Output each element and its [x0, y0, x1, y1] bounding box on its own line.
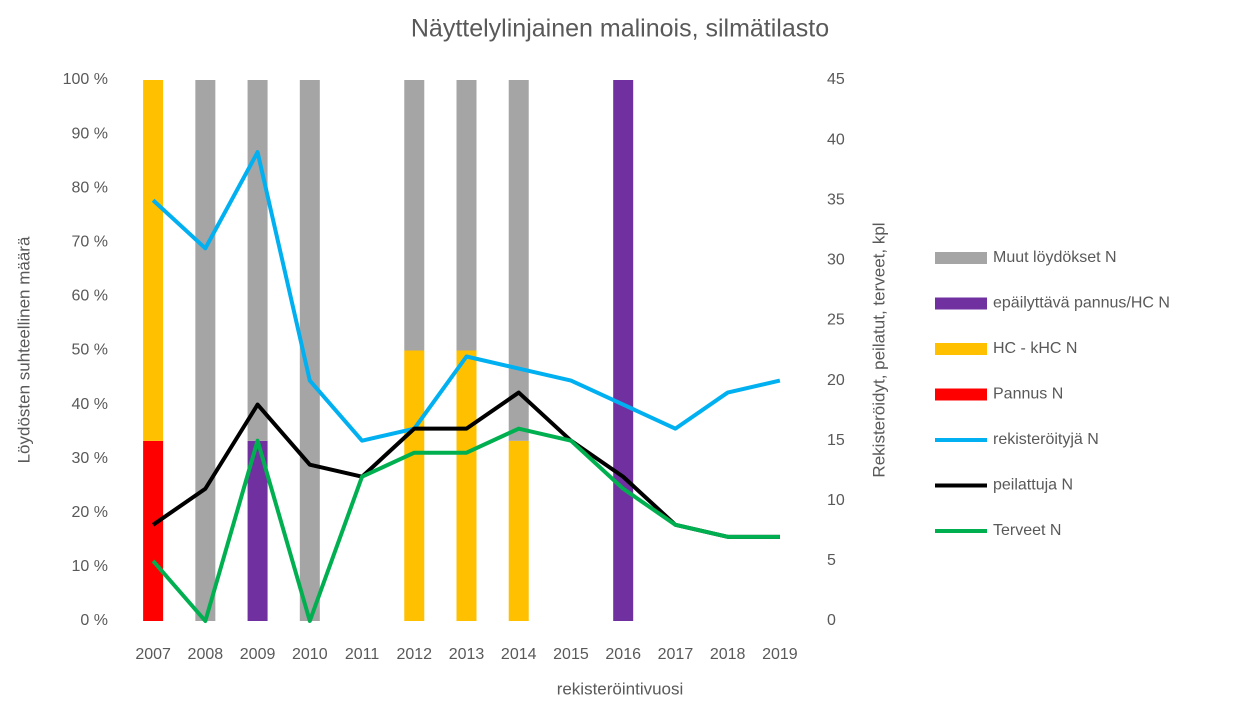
y-tick-label: 100 % [63, 71, 108, 88]
y-tick-label: 0 % [80, 612, 108, 629]
legend-swatch [935, 343, 987, 355]
x-tick-label: 2014 [501, 646, 537, 663]
y2-tick-label: 35 [827, 191, 845, 208]
y-tick-label: 10 % [72, 558, 108, 575]
bar [195, 80, 216, 621]
bar [508, 440, 529, 621]
x-tick-label: 2009 [240, 646, 276, 663]
bar [404, 350, 425, 621]
bar [613, 80, 634, 621]
bar [247, 440, 268, 621]
x-tick-label: 2015 [553, 646, 589, 663]
x-axis-title: rekisteröintivuosi [557, 679, 684, 698]
y2-tick-label: 30 [827, 252, 845, 269]
chart-title: Näyttelylinjainen malinois, silmätilasto [411, 15, 829, 43]
y2-tick-label: 45 [827, 71, 845, 88]
y2-tick-label: 5 [827, 552, 836, 569]
y-tick-label: 30 % [72, 450, 108, 467]
x-tick-label: 2019 [762, 646, 798, 663]
legend-label: epäilyttävä pannus/HC N [993, 295, 1170, 312]
legend-swatch [935, 252, 987, 264]
y2-tick-label: 25 [827, 312, 845, 329]
y2-axis-title: Rekisteröidyt, peilatut, terveet, kpl [869, 222, 888, 477]
x-tick-label: 2012 [396, 646, 432, 663]
legend-label: Muut löydökset N [993, 249, 1117, 266]
legend-label: HC - kHC N [993, 340, 1077, 357]
legend-label: rekisteröityjä N [993, 431, 1099, 448]
y-tick-label: 50 % [72, 342, 108, 359]
bar [456, 350, 477, 621]
y-tick-label: 20 % [72, 504, 108, 521]
legend-swatch [935, 297, 987, 310]
x-tick-label: 2017 [658, 646, 694, 663]
y2-tick-label: 40 [827, 131, 845, 148]
x-tick-label: 2010 [292, 646, 328, 663]
x-tick-label: 2011 [345, 646, 380, 663]
line [151, 150, 781, 443]
bar [143, 80, 164, 441]
y-tick-label: 40 % [72, 396, 108, 413]
y-axis-title: Löydösten suhteellinen määrä [14, 236, 33, 463]
legend-label: peilattuja N [993, 477, 1073, 494]
x-tick-label: 2007 [135, 646, 171, 663]
y-tick-label: 60 % [72, 288, 108, 305]
legend-swatch [935, 388, 987, 401]
y2-tick-label: 0 [827, 612, 836, 629]
y2-tick-label: 10 [827, 492, 845, 509]
bar [247, 80, 268, 441]
x-tick-label: 2016 [605, 646, 641, 663]
bar [456, 80, 477, 351]
y-tick-label: 70 % [72, 234, 108, 251]
bar [404, 80, 425, 351]
line [151, 426, 780, 623]
y2-tick-label: 15 [827, 432, 845, 449]
bar [143, 440, 164, 621]
legend-label: Pannus N [993, 386, 1063, 403]
bar [508, 80, 529, 441]
x-tick-label: 2018 [710, 646, 746, 663]
x-tick-label: 2013 [449, 646, 485, 663]
y2-tick-label: 20 [827, 372, 845, 389]
bar [299, 80, 320, 621]
y-tick-label: 90 % [72, 125, 108, 142]
y-tick-label: 80 % [72, 179, 108, 196]
legend-label: Terveet N [993, 522, 1061, 539]
x-tick-label: 2008 [188, 646, 224, 663]
